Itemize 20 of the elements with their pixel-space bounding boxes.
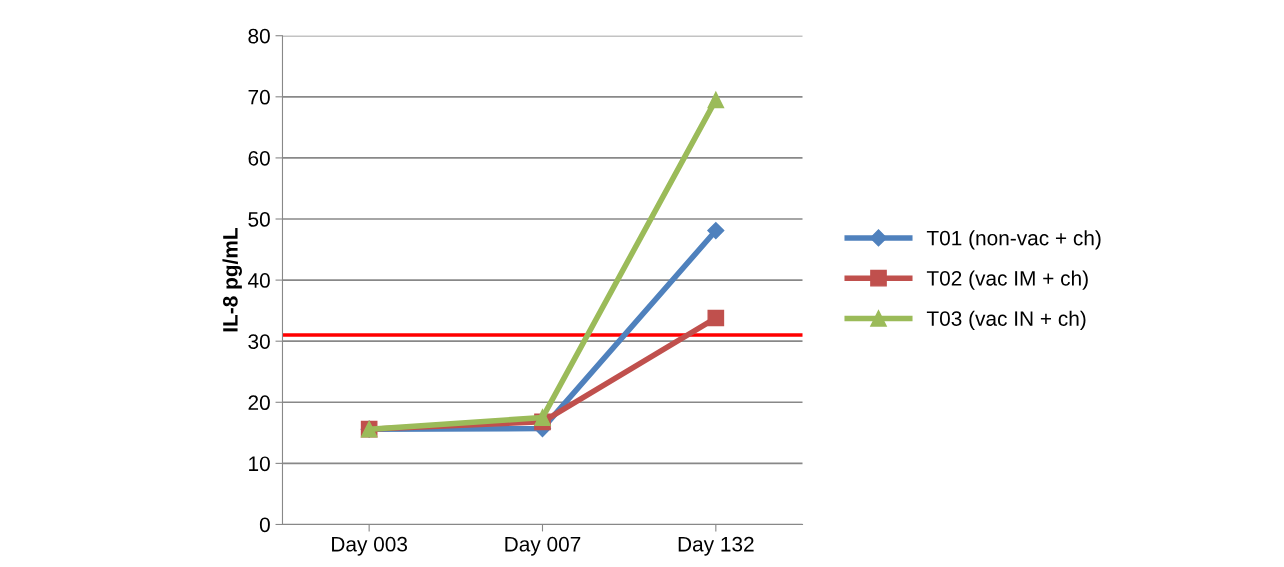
y-tick-label: 60 [248,150,270,166]
y-tick-label: 20 [248,395,270,411]
y-tick-label: 40 [247,273,270,288]
y-axis-title: IL-8 pg/mL [222,228,242,332]
point [707,309,725,327]
y-tick-label: 70 [248,89,270,105]
x-tick-label: Day 007 [505,536,581,556]
point [534,409,551,426]
point [707,91,725,109]
y-tick-label: 30 [248,334,270,349]
point [707,222,725,240]
y-tick-label: 10 [249,456,270,472]
x-tick-label: Day 003 [332,536,408,556]
legend-label: T03 (vac IN + ch) [926,310,1086,331]
y-tick-label: 0 [259,517,270,533]
y-tick-label: 80 [248,28,270,44]
legend-label: T02 (vac IM + ch) [926,270,1088,290]
legend-label: T01 (non-vac + ch) [926,230,1101,250]
x-tick-label: Day 132 [678,536,754,556]
y-tick-label: 50 [248,212,270,227]
